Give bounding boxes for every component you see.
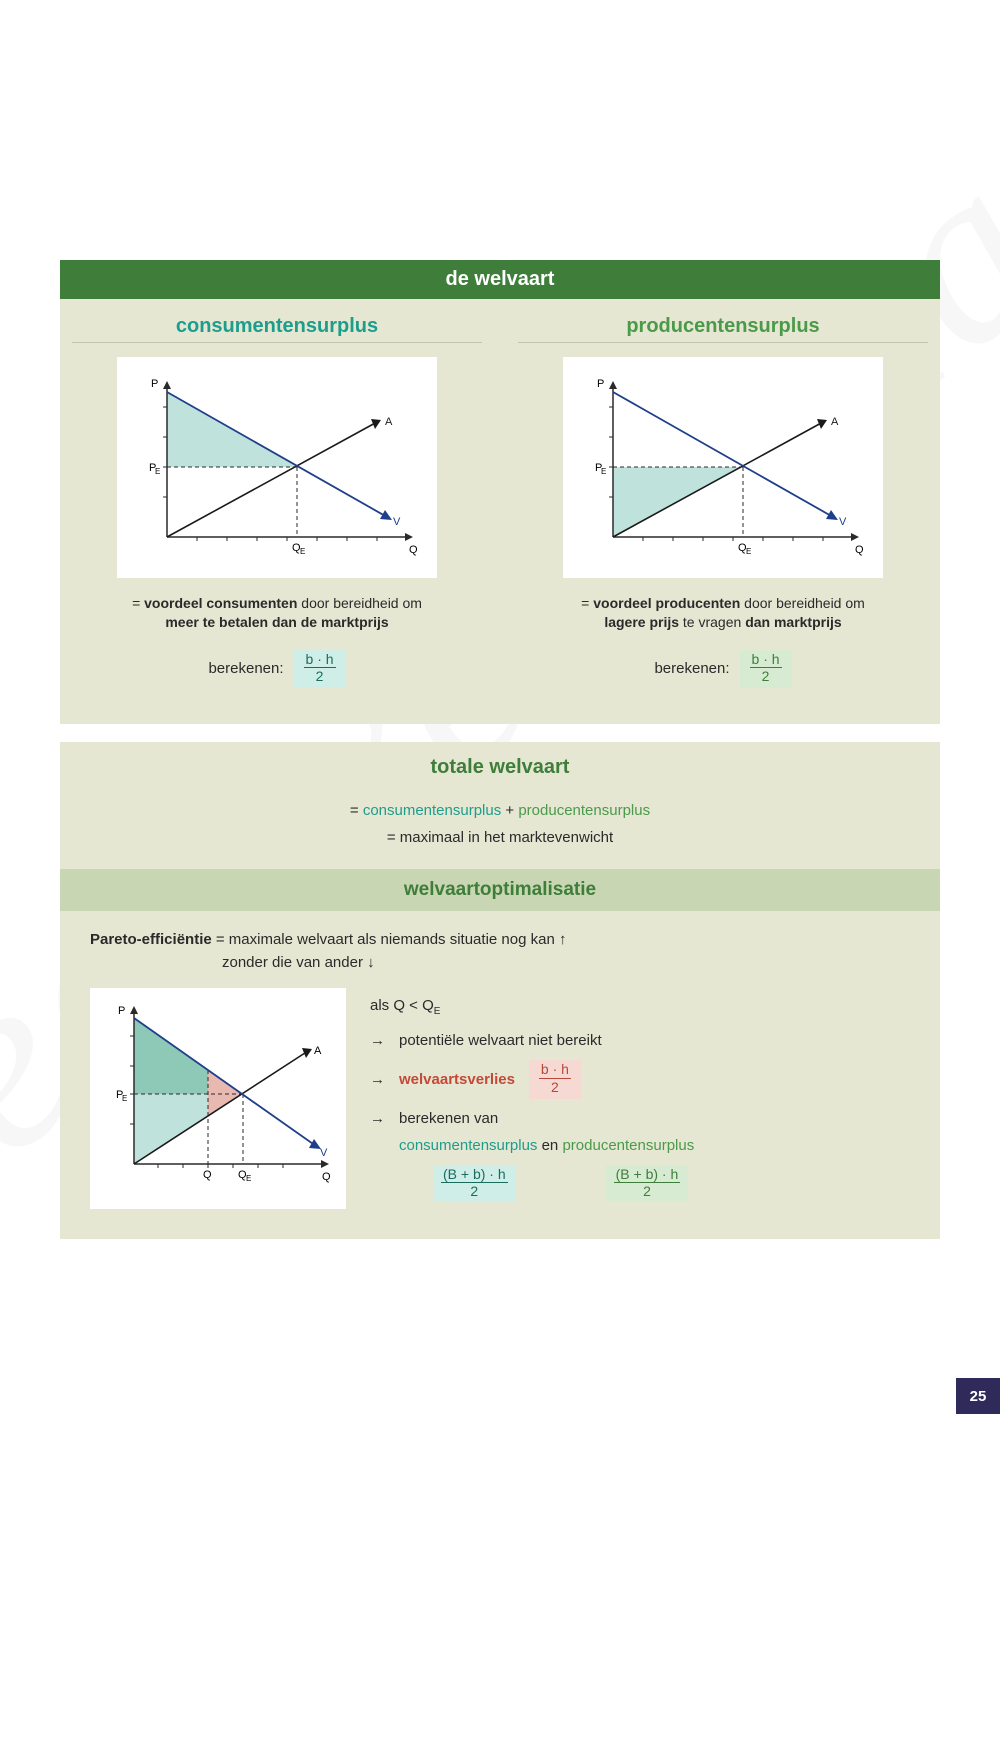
producer-column: producentensurplus (506, 299, 940, 704)
svg-text:A: A (314, 1045, 322, 1057)
consumer-surplus-svg: A V P PE QE Q (127, 367, 427, 567)
consumer-title: consumentensurplus (72, 309, 482, 343)
consumer-column: consumentensurplus (60, 299, 494, 704)
producer-surplus-svg: A V P PE QE Q (573, 367, 873, 567)
svg-text:P: P (151, 378, 158, 390)
opt-b3: → berekenen van consumentensurplus en pr… (370, 1105, 910, 1201)
svg-text:Q: Q (322, 1171, 331, 1183)
svg-text:P: P (597, 378, 604, 390)
consumer-chart: A V P PE QE Q (117, 357, 437, 578)
svg-text:Q: Q (855, 544, 864, 556)
svg-text:E: E (155, 467, 160, 476)
calc-label: berekenen: (208, 660, 283, 677)
opt-list: als Q < QE → potentiële welvaart niet be… (370, 988, 910, 1207)
svg-text:E: E (601, 467, 606, 476)
svg-text:E: E (746, 547, 751, 556)
arrow-icon: → (370, 1027, 385, 1054)
svg-text:V: V (320, 1147, 328, 1159)
svg-text:A: A (831, 416, 839, 428)
producer-title: producentensurplus (518, 309, 928, 343)
producer-chart: A V P PE QE Q (563, 357, 883, 578)
consumer-desc: = voordeel consumenten door bereidheid o… (72, 594, 482, 632)
page-number: 25 (956, 1378, 1000, 1414)
arrow-icon: → (370, 1066, 385, 1093)
opt-b2: → welvaartsverlies b · h 2 (370, 1060, 910, 1098)
svg-text:P: P (118, 1005, 125, 1017)
opt-b1: → potentiële welvaart niet bereikt (370, 1027, 910, 1054)
opt-chart: A V P PE Q QE Q (90, 988, 346, 1209)
surplus-columns: consumentensurplus (60, 299, 940, 724)
loss-formula: b · h 2 (529, 1060, 581, 1098)
opt-header: welvaartoptimalisatie (60, 869, 940, 911)
cs-trap-formula: (B + b) · h 2 (433, 1165, 516, 1201)
svg-text:E: E (246, 1174, 251, 1183)
arrow-icon: → (370, 1105, 385, 1132)
svg-text:E: E (122, 1094, 127, 1103)
total-lines: = consumentensurplus + producentensurplu… (60, 789, 940, 863)
svg-text:V: V (393, 516, 401, 528)
total-section: totale welvaart = consumentensurplus + p… (60, 742, 940, 1239)
consumer-formula: b · h 2 (294, 650, 346, 688)
svg-text:A: A (385, 416, 393, 428)
calc-label: berekenen: (654, 660, 729, 677)
svg-text:Q: Q (409, 544, 418, 556)
ps-trap-formula: (B + b) · h 2 (606, 1165, 689, 1201)
main-header: de welvaart (60, 260, 940, 299)
svg-text:Q: Q (203, 1169, 212, 1181)
opt-row: A V P PE Q QE Q als Q < QE → (60, 988, 940, 1209)
pareto-def: Pareto-efficiëntie = maximale welvaart a… (60, 929, 940, 988)
svg-text:E: E (300, 547, 305, 556)
consumer-calc: berekenen: b · h 2 (72, 650, 482, 688)
total-title: totale welvaart (60, 742, 940, 789)
trapezoid-formulas: (B + b) · h 2 (B + b) · h 2 (433, 1165, 694, 1201)
page-content: de welvaart consumentensurplus (60, 260, 940, 1239)
opt-condition: als Q < QE (370, 992, 910, 1021)
producer-desc: = voordeel producenten door bereidheid o… (518, 594, 928, 632)
producer-calc: berekenen: b · h 2 (518, 650, 928, 688)
svg-text:V: V (839, 516, 847, 528)
welfare-loss-svg: A V P PE Q QE Q (98, 996, 338, 1196)
producer-formula: b · h 2 (740, 650, 792, 688)
